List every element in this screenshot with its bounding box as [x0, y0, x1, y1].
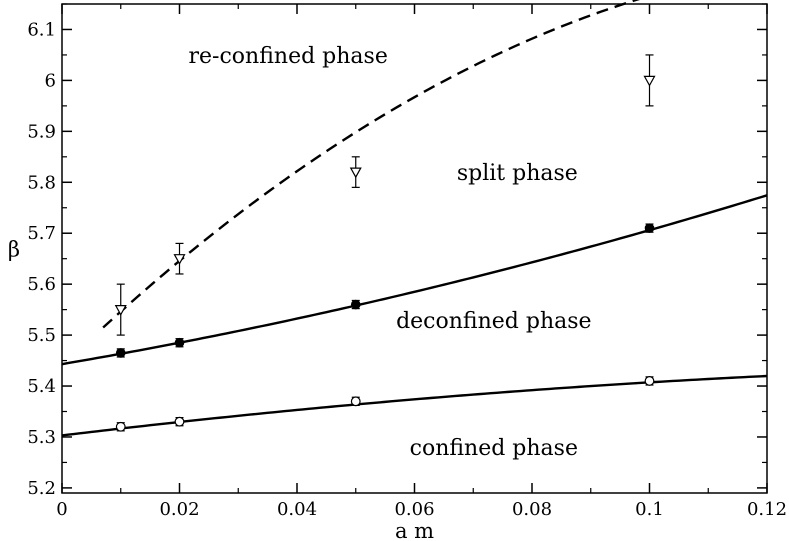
x-tick-label: 0 [56, 499, 67, 520]
fit-curve-series-2 [61, 194, 768, 366]
y-tick-label: 5.2 [27, 478, 56, 499]
y-axis-label: β [8, 238, 20, 262]
x-axis-label: a m [395, 519, 434, 541]
data-point-open-circle [350, 396, 361, 407]
phase-label-4: confined phase [410, 436, 578, 461]
error-bars [116, 54, 654, 432]
fit-curve-series-3 [61, 374, 768, 437]
phase-annotations: re-confined phase split phase deconfined p… [189, 44, 592, 461]
y-tick-label: 5.9 [27, 121, 56, 142]
x-tick-label: 0.08 [512, 499, 552, 520]
plot-area-border [61, 3, 768, 494]
y-tick-label: 6.1 [27, 19, 56, 40]
data-point-triangle [173, 254, 186, 265]
data-point-filled-circle [350, 299, 361, 310]
x-tick-label: 0.06 [394, 499, 434, 520]
data-point-open-circle [644, 376, 655, 386]
plot-frame [61, 3, 768, 494]
fit-curves [61, 0, 768, 437]
x-tick-label: 0.12 [747, 499, 787, 520]
x-tick-label: 0.02 [159, 499, 199, 520]
y-tick-label: 5.8 [27, 172, 56, 193]
y-tick-label: 5.5 [27, 325, 56, 346]
x-tick-label: 0.04 [277, 499, 317, 520]
data-point-filled-circle [174, 337, 185, 348]
phase-label-3: deconfined phase [396, 309, 591, 334]
y-tick-label: 5.4 [27, 376, 56, 397]
data-point-open-circle [174, 416, 185, 427]
axis-ticks [61, 3, 768, 493]
data-markers [114, 75, 656, 432]
phase-label-1: re-confined phase [189, 44, 388, 69]
data-point-filled-circle [644, 223, 655, 233]
y-tick-label: 5.6 [27, 274, 56, 295]
y-tick-label: 5.7 [27, 223, 56, 244]
data-point-triangle [643, 75, 656, 87]
tick-labels: 0 0.02 0.04 0.06 0.08 0.1 0.12 5.2 5.3 5.4 5.5 5.6 5… [27, 19, 787, 520]
y-tick-label: 6 [45, 70, 56, 91]
phase-label-2: split phase [457, 161, 578, 186]
x-tick-label: 0.1 [635, 499, 664, 520]
data-point-triangle [114, 305, 127, 316]
data-point-open-circle [115, 421, 126, 432]
data-point-filled-circle [115, 348, 126, 358]
y-tick-label: 5.3 [27, 427, 56, 448]
data-point-triangle [349, 167, 362, 179]
